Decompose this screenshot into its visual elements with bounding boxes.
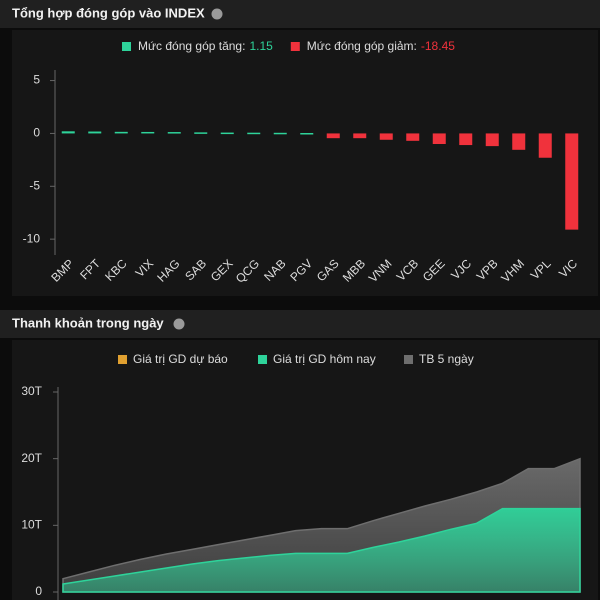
bar xyxy=(88,131,102,134)
bar xyxy=(406,133,420,141)
bar xyxy=(326,133,340,139)
bar xyxy=(273,132,287,135)
bar xyxy=(459,133,473,146)
legend-entry: TB 5 ngày xyxy=(419,352,474,366)
bar xyxy=(194,132,208,134)
legend-swatch xyxy=(122,42,131,51)
y-tick-label: 20T xyxy=(21,451,42,465)
legend-swatch xyxy=(404,355,413,364)
legend-entry: Mức đóng góp tăng: 1.15 xyxy=(138,39,273,53)
bar xyxy=(114,131,128,134)
bar xyxy=(247,132,261,135)
y-tick-label: 30T xyxy=(21,384,42,398)
panel-title: Thanh khoản trong ngày xyxy=(12,315,164,330)
panel-header xyxy=(0,310,600,338)
bar xyxy=(300,133,314,135)
bar xyxy=(141,131,155,134)
legend-swatch xyxy=(290,42,300,51)
y-tick-label: 5 xyxy=(33,73,40,87)
info-icon[interactable] xyxy=(211,8,223,20)
y-tick-label: 0 xyxy=(33,126,40,140)
y-tick-label: -5 xyxy=(29,178,40,192)
bar xyxy=(220,132,234,135)
legend-entry: Mức đóng góp giảm: -18.45 xyxy=(307,39,455,53)
legend-label: Mức đóng góp giảm: xyxy=(307,39,417,53)
bar xyxy=(538,133,552,158)
panel-header xyxy=(0,0,600,28)
info-icon[interactable] xyxy=(173,318,185,330)
legend-value: 1.15 xyxy=(249,39,273,53)
y-tick-label: 10T xyxy=(21,518,42,532)
legend-label: Mức đóng góp tăng: xyxy=(138,39,245,53)
bar xyxy=(565,133,579,230)
panel-title: Tổng hợp đóng góp vào INDEX xyxy=(12,5,205,20)
bar xyxy=(485,133,499,147)
y-tick-label: -10 xyxy=(23,231,41,245)
legend-entry: Giá trị GD dự báo xyxy=(133,352,228,366)
legend-entry: Giá trị GD hôm nay xyxy=(273,352,376,366)
legend-swatch xyxy=(258,355,267,364)
bar xyxy=(432,133,446,144)
bar xyxy=(379,133,393,140)
panel xyxy=(12,30,598,296)
bar xyxy=(61,131,75,134)
bar xyxy=(512,133,526,150)
legend-value: -18.45 xyxy=(421,39,455,53)
y-tick-label: 0 xyxy=(35,584,42,598)
bar xyxy=(167,132,181,134)
bar xyxy=(353,133,367,139)
legend-swatch xyxy=(118,355,127,364)
area xyxy=(62,507,581,593)
